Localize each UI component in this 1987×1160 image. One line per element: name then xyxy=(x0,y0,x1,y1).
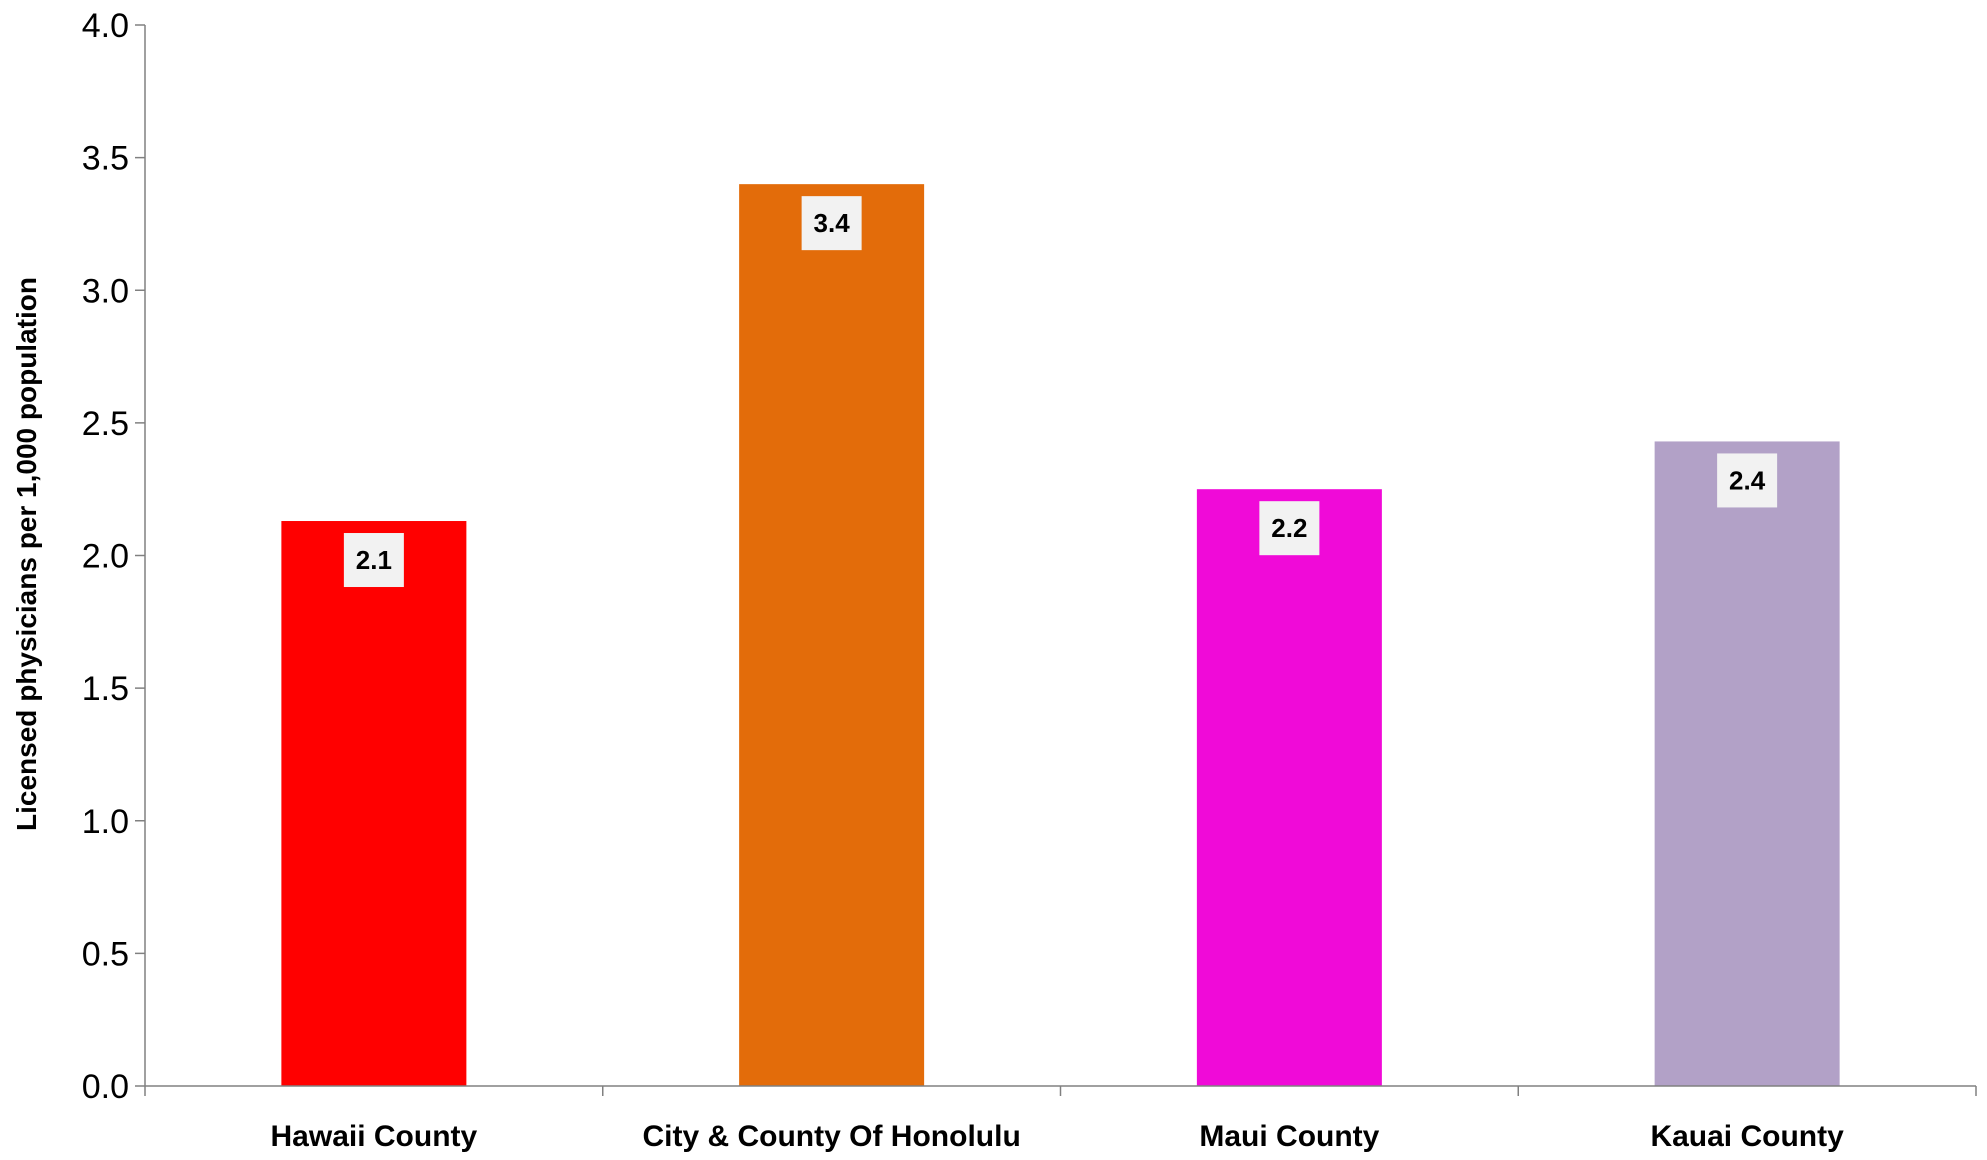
y-tick-label: 2.0 xyxy=(82,538,129,576)
bar xyxy=(281,521,467,1086)
data-labels: 2.1 3.4 2.2 2.4 xyxy=(343,196,1778,588)
x-category-label: Kauai County xyxy=(1650,1120,1844,1153)
bars xyxy=(281,184,1840,1086)
y-tick-label: 0.0 xyxy=(82,1068,129,1106)
y-axis-ticks: 0.0 0.5 1.0 1.5 2.0 2.5 3.0 3.5 4.0 xyxy=(82,7,145,1106)
y-tick-label: 1.5 xyxy=(82,670,129,708)
y-axis-title: Licensed physicians per 1,000 population xyxy=(11,277,42,831)
x-axis-labels: Hawaii County City & County Of Honolulu Ma… xyxy=(271,1120,1845,1153)
y-tick-label: 4.0 xyxy=(82,7,129,45)
x-category-label: Hawaii County xyxy=(271,1120,478,1153)
data-label-box xyxy=(343,533,404,588)
y-tick-label: 3.0 xyxy=(82,272,129,310)
y-tick-label: 0.5 xyxy=(82,935,129,973)
axes xyxy=(144,25,1977,1096)
x-category-label: City & County Of Honolulu xyxy=(642,1120,1020,1153)
x-category-label: Maui County xyxy=(1199,1120,1379,1153)
data-label-box xyxy=(1259,501,1320,556)
bar xyxy=(1196,489,1382,1086)
data-label: 2.1 xyxy=(356,545,392,575)
data-label: 3.4 xyxy=(814,208,851,238)
bar xyxy=(1654,441,1840,1086)
data-label: 2.4 xyxy=(1729,465,1766,495)
data-label-box xyxy=(801,196,862,251)
data-label: 2.2 xyxy=(1271,513,1307,543)
y-tick-label: 1.0 xyxy=(82,803,129,841)
bar xyxy=(739,184,925,1086)
y-tick-label: 2.5 xyxy=(82,405,129,443)
y-tick-label: 3.5 xyxy=(82,140,129,178)
data-label-box xyxy=(1717,453,1778,508)
